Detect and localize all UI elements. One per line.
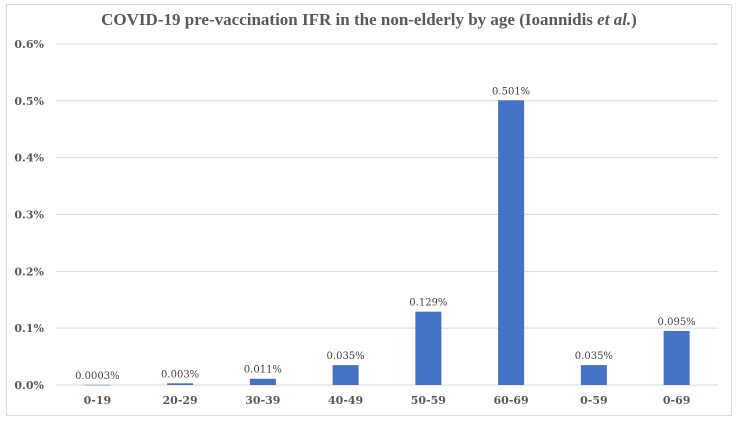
y-axis-labels: 0.0% 0.1% 0.2% 0.3% 0.4% 0.5% 0.6%: [14, 38, 44, 392]
data-label: 0.011%: [244, 365, 282, 376]
chart-frame: [6, 4, 732, 416]
y-tick-label: 0.2%: [14, 265, 44, 278]
x-tick-label: 40-49: [328, 394, 363, 407]
x-tick-label: 20-29: [163, 394, 198, 407]
x-tick-label: 30-39: [245, 394, 280, 407]
x-tick-label: 60-69: [494, 394, 529, 407]
x-axis-labels: 0-19 20-29 30-39 40-49 50-59 60-69 0-59 0-69: [84, 394, 691, 407]
chart-title: COVID-19 pre-vaccination IFR in the non-…: [101, 10, 637, 29]
bar: [332, 365, 359, 385]
data-label: 0.0003%: [75, 371, 120, 382]
data-label: 0.129%: [409, 298, 447, 309]
bar: [580, 365, 607, 385]
y-tick-label: 0.0%: [14, 379, 44, 392]
y-tick-label: 0.3%: [14, 209, 44, 222]
data-label: 0.501%: [492, 86, 530, 97]
data-label: 0.095%: [658, 317, 696, 328]
x-tick-label: 0-59: [580, 394, 608, 407]
y-tick-label: 0.6%: [14, 38, 44, 51]
bar: [498, 100, 525, 385]
data-label: 0.003%: [161, 369, 199, 380]
bar: [663, 331, 690, 385]
data-label: 0.035%: [327, 351, 365, 362]
y-tick-label: 0.1%: [14, 322, 44, 335]
x-tick-label: 0-69: [663, 394, 691, 407]
bar: [84, 384, 111, 386]
data-labels: 0.0003% 0.003% 0.011% 0.035% 0.129% 0.501% 0.0…: [75, 86, 696, 382]
bar: [249, 378, 276, 385]
bars: [84, 100, 690, 386]
x-tick-label: 50-59: [411, 394, 446, 407]
gridlines: [56, 43, 718, 386]
y-tick-label: 0.4%: [14, 152, 44, 165]
bar: [415, 311, 442, 385]
y-tick-label: 0.5%: [14, 95, 44, 108]
bar: [167, 383, 194, 385]
data-label: 0.035%: [575, 351, 613, 362]
x-tick-label: 0-19: [84, 394, 112, 407]
